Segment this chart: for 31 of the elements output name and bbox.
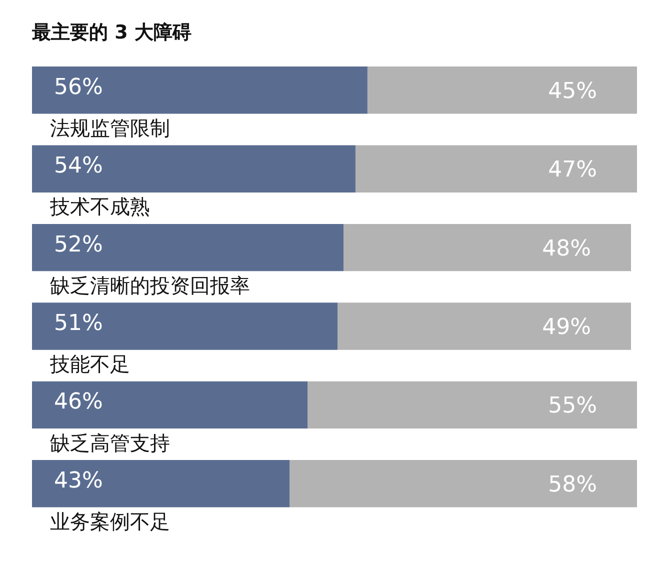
chart-title: 最主要的 3 大障碍 xyxy=(31,21,192,44)
data-label: 56% xyxy=(54,74,103,100)
bar xyxy=(355,145,637,192)
bar xyxy=(367,66,637,114)
data-label: 49% xyxy=(542,314,592,340)
bar xyxy=(308,381,637,429)
bar xyxy=(343,224,632,272)
y-tick-label: 缺乏清晰的投资回报率 xyxy=(50,273,250,298)
data-label: 48% xyxy=(542,236,592,262)
data-label: 54% xyxy=(54,154,103,179)
data-label: 58% xyxy=(548,472,597,498)
y-tick-label: 法规监管限制 xyxy=(50,116,170,140)
bar xyxy=(32,460,290,508)
data-label: 52% xyxy=(54,232,103,258)
y-tick-label: 缺乏高管支持 xyxy=(50,430,170,455)
bar xyxy=(32,302,338,350)
data-label: 51% xyxy=(54,310,103,336)
data-label: 43% xyxy=(54,468,103,494)
bar xyxy=(32,145,356,192)
data-label: 47% xyxy=(548,158,597,183)
data-label: 46% xyxy=(54,390,103,415)
data-label: 55% xyxy=(548,394,597,419)
data-label: 45% xyxy=(548,78,597,104)
y-tick-label: 技术不成熟 xyxy=(49,194,150,219)
bar xyxy=(32,381,308,429)
bar xyxy=(32,66,368,114)
bar xyxy=(337,302,632,350)
bar xyxy=(32,224,344,272)
bar xyxy=(290,460,637,508)
y-tick-label: 业务案例不足 xyxy=(50,509,170,534)
y-tick-label: 技能不足 xyxy=(49,352,130,376)
